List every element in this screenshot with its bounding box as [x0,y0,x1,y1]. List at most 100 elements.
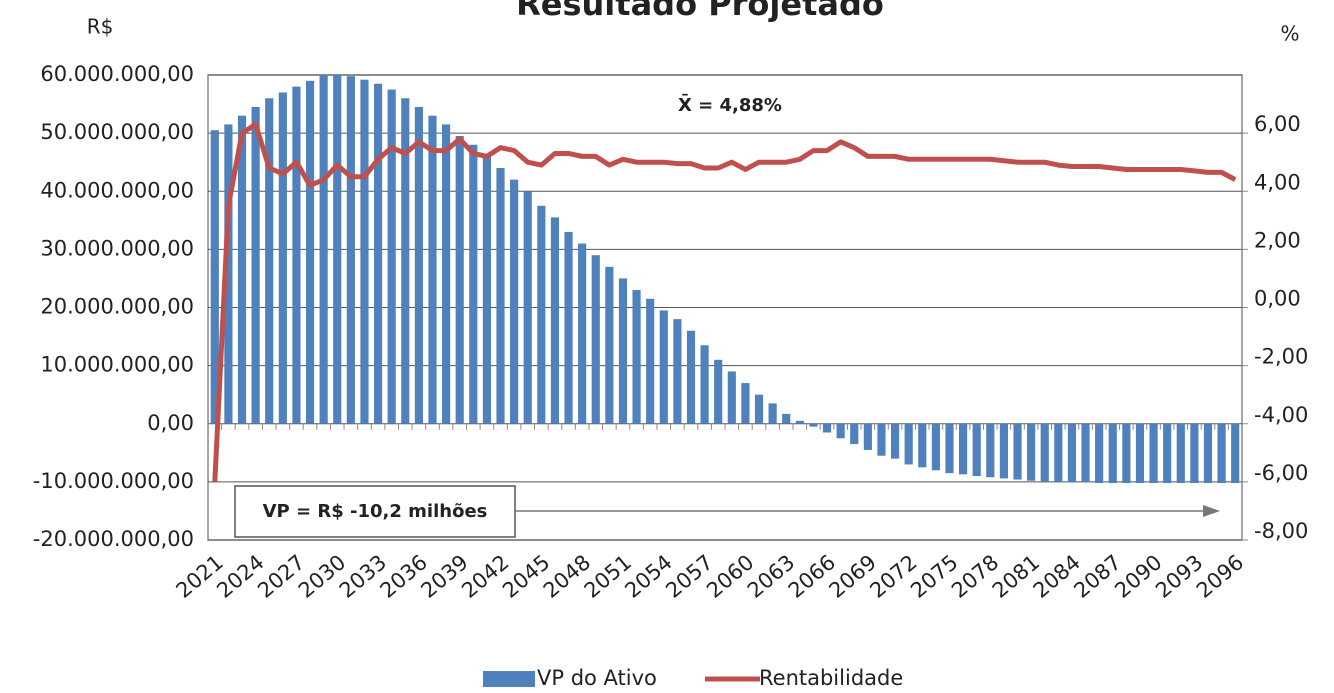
bar [537,205,546,424]
bar [591,255,600,424]
mean-annotation: X̄ = 4,88% [678,94,782,116]
y2-tick-label: -8,00 [1254,519,1308,543]
y2-tick-label: -2,00 [1254,345,1308,369]
y-tick-label: -10.000.000,00 [33,469,194,493]
bar [564,231,573,424]
bar [333,75,342,424]
y2-axis-label: % [1280,22,1299,46]
bar [251,106,260,424]
x-tick-label: 2042 [457,550,513,603]
arrow-head [1203,505,1220,517]
bar [550,217,560,424]
bar [659,310,668,424]
x-tick-label: 2066 [784,550,840,603]
bar [1190,423,1199,484]
bar [836,423,845,439]
x-tick-label: 2036 [376,550,432,603]
y-tick-label: -20.000.000,00 [33,527,194,551]
y-tick-label: 60.000.000,00 [40,62,194,86]
bar [265,98,274,424]
bar [496,168,505,424]
bar [319,75,328,424]
chart-title: Resultado Projetado [516,0,884,23]
x-tick-label: 2087 [1069,550,1125,603]
x-tick-label: 2021 [171,550,227,603]
vp-annotation: VP = R$ -10,2 milhões [263,501,488,522]
bar [1013,423,1022,480]
bar [482,156,491,424]
bar [401,98,410,424]
bar [918,423,927,468]
bar [510,179,519,424]
x-tick-label: 2048 [539,550,595,603]
legend-swatch [483,671,535,687]
bar [877,423,886,456]
bar [931,423,940,471]
bar [795,420,804,424]
y2-tick-label: 4,00 [1254,170,1301,194]
line [212,121,1237,482]
bar [1108,423,1117,484]
x-tick-label: 2054 [620,550,676,603]
bar [414,106,423,424]
x-tick-label: 2093 [1151,550,1207,603]
bar [714,359,723,424]
y2-tick-label: 2,00 [1254,228,1301,252]
bar [986,423,995,478]
bar [1095,423,1104,484]
x-tick-label: 2078 [947,550,1003,603]
bar [727,371,736,424]
bar [605,266,614,424]
bar [686,330,696,424]
bar [373,83,383,424]
bar [237,115,247,424]
bar [442,124,451,424]
x-tick-label: 2057 [661,550,717,603]
x-tick-label: 2072 [865,550,921,603]
bar [768,403,777,424]
x-tick-label: 2039 [416,550,472,603]
bar [469,144,478,424]
y-tick-label: 0,00 [147,411,194,435]
x-tick-label: 2081 [988,550,1044,603]
x-tick-label: 2030 [294,550,350,603]
bar [618,278,628,424]
x-tick-label: 2084 [1029,550,1085,603]
x-tick-label: 2024 [212,550,268,603]
bar [1081,423,1090,483]
bar [741,383,750,424]
y-axis-label: R$ [87,15,114,39]
bar [999,423,1008,479]
x-tick-label: 2060 [702,550,758,603]
bar [1217,423,1226,484]
bar [387,89,396,424]
bar [305,80,315,424]
bar [1027,423,1036,481]
y2-tick-label: -4,00 [1254,403,1308,427]
y2-tick-label: 6,00 [1254,112,1301,136]
legend-label: Rentabilidade [759,666,903,690]
bar [1163,423,1172,484]
bar [754,394,764,424]
x-tick-label: 2027 [253,550,309,603]
bar [1135,423,1145,484]
bar [945,423,954,474]
bar [646,298,655,424]
bar [292,86,301,424]
x-tick-label: 2069 [825,550,881,603]
bar [1054,423,1063,482]
bar [673,319,682,424]
bar [1067,423,1077,483]
bar [360,79,369,424]
bar [1122,423,1131,484]
bar [1040,423,1049,482]
bar [863,423,872,450]
bar [210,130,219,424]
x-tick-label: 2045 [498,550,554,603]
bar [904,423,913,465]
bar [850,423,859,445]
bar [632,290,641,424]
bar [578,243,587,424]
y2-tick-label: -6,00 [1254,461,1308,485]
